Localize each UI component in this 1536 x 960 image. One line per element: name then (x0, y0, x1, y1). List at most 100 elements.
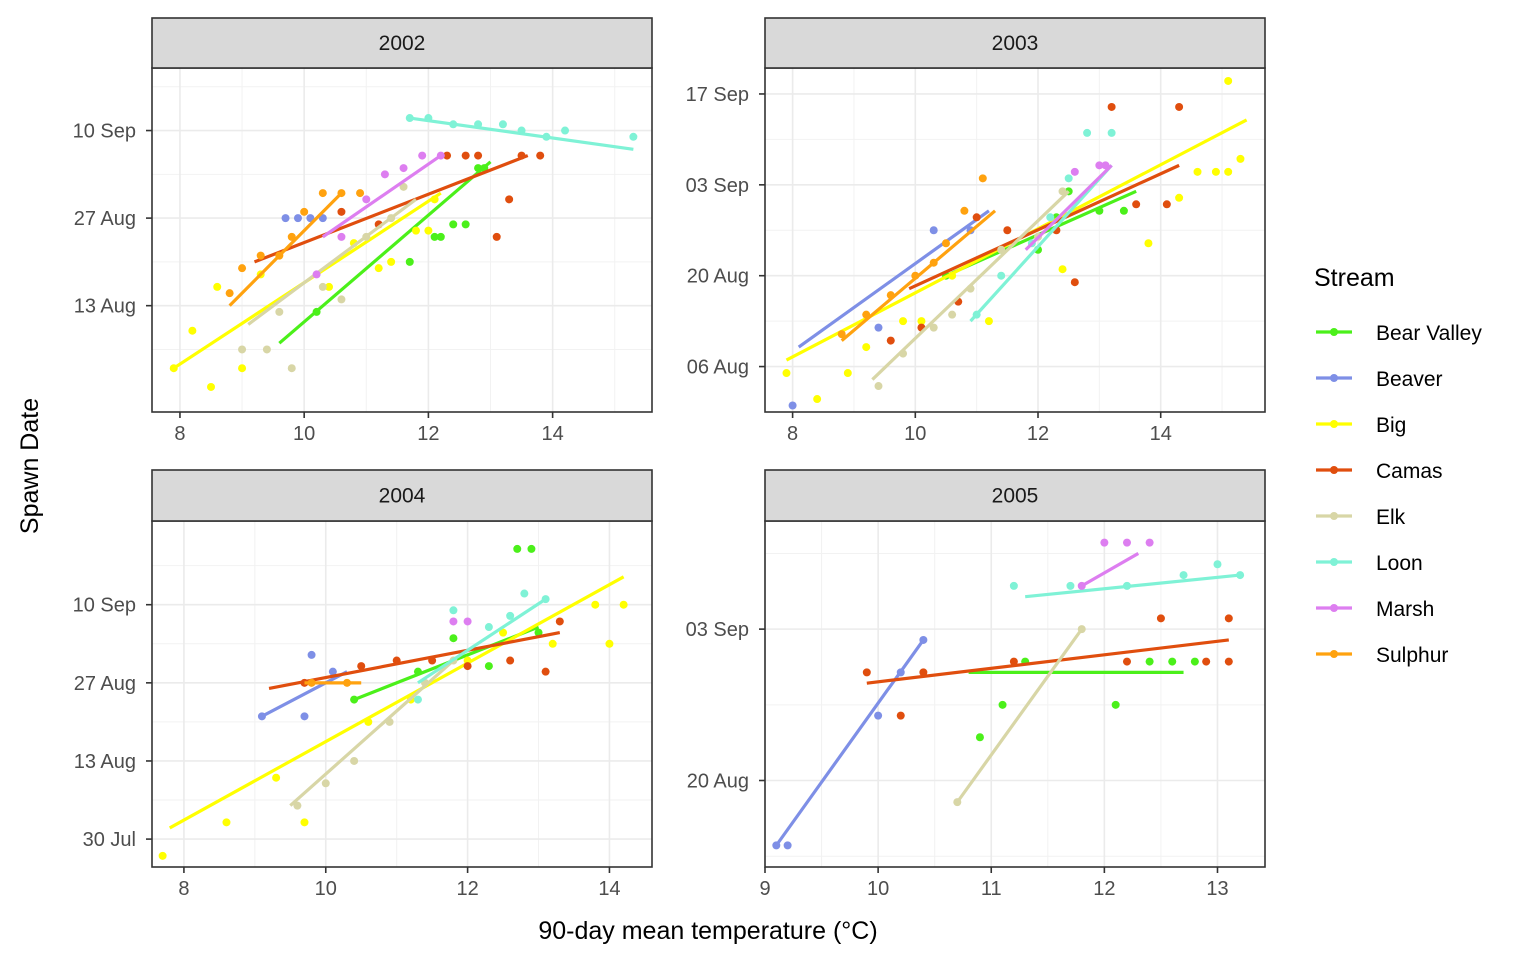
legend-label: Sulphur (1376, 644, 1448, 667)
data-point-beaver (929, 226, 938, 235)
y-axis-title: Spawn Date (16, 398, 44, 534)
legend-label: Bear Valley (1376, 322, 1482, 345)
data-point-camas (1107, 102, 1116, 111)
y-tick-label: 10 Sep (73, 595, 136, 617)
data-point-beaver (300, 712, 309, 721)
facet-strip-label: 2005 (992, 485, 1039, 508)
data-point-camas (1003, 226, 1012, 235)
data-point-big (499, 628, 508, 637)
trend-line-loon (417, 597, 547, 685)
data-point-loon (997, 271, 1006, 280)
data-point-loon (506, 611, 515, 620)
data-point-big (1193, 167, 1202, 176)
panel-background (765, 521, 1265, 867)
data-point-sulphur (300, 207, 309, 216)
x-tick-label: 10 (315, 878, 337, 900)
data-point-bear-valley (1145, 657, 1154, 666)
data-point-marsh (362, 195, 371, 204)
data-point-elk (287, 364, 296, 373)
facet-panel-2003: 2003 8 10 12 14 06 Aug 20 Aug 03 Sep 17 Sep (686, 17, 1266, 445)
data-point-bear-valley (449, 634, 458, 643)
trend-line-marsh (1024, 164, 1113, 251)
data-point-beaver (293, 214, 302, 223)
data-point-camas (972, 213, 981, 222)
data-point-bear-valley (461, 220, 470, 229)
trend-line-bear-valley (278, 160, 492, 345)
data-point-camas (541, 667, 550, 676)
data-point-sulphur (837, 330, 846, 339)
data-point-camas (862, 668, 871, 677)
data-point-loon (1107, 128, 1116, 137)
data-point-loon (413, 695, 422, 704)
data-point-beaver (783, 841, 792, 850)
y-tick-label: 10 Sep (73, 121, 136, 143)
panel-background (152, 68, 652, 412)
data-point-sulphur (238, 264, 247, 273)
data-point-bear-valley (1111, 700, 1120, 709)
trend-line-elk (871, 190, 1070, 381)
legend-key-point (1330, 604, 1338, 612)
legend-key-point (1330, 374, 1338, 382)
data-point-sulphur (978, 174, 987, 183)
data-point-big (1224, 167, 1233, 176)
x-tick-label: 8 (787, 423, 798, 445)
data-point-marsh (1070, 167, 1079, 176)
data-point-big (862, 343, 871, 352)
data-point-bear-valley (1168, 657, 1177, 666)
data-point-marsh (312, 270, 321, 279)
trend-line-beaver (775, 639, 925, 847)
data-point-elk (948, 310, 957, 319)
data-point-sulphur (960, 206, 969, 215)
y-tick-label: 30 Jul (83, 829, 136, 851)
facet-strip (151, 469, 653, 522)
data-point-marsh (1095, 161, 1104, 170)
data-point-bear-valley (527, 544, 536, 553)
legend-key-point (1330, 328, 1338, 336)
y-tick-label: 06 Aug (687, 357, 749, 379)
y-tick-label: 03 Sep (686, 619, 749, 641)
data-point-big (158, 851, 167, 860)
data-point-big (300, 818, 309, 827)
legend-key-point (1330, 420, 1338, 428)
facet-panel-2004: 2004 8 10 12 14 30 Jul 13 Aug 27 Aug 10 Sep (73, 469, 653, 900)
facet-strip-label: 2004 (379, 485, 426, 508)
data-point-camas (1162, 200, 1171, 209)
legend-item-beaver: Beaver (1316, 368, 1443, 391)
data-point-big (899, 317, 908, 326)
data-point-camas (337, 207, 346, 216)
data-point-elk (321, 779, 330, 788)
trend-line-camas (866, 638, 1229, 685)
data-point-bear-valley (405, 257, 414, 266)
legend-key-point (1330, 558, 1338, 566)
data-point-big (1224, 76, 1233, 85)
data-point-big (984, 317, 993, 326)
data-point-big (591, 600, 600, 609)
y-tick-label: 13 Aug (74, 751, 136, 773)
x-tick-label: 9 (759, 878, 770, 900)
data-point-big (1144, 239, 1153, 248)
data-point-big (1211, 167, 1220, 176)
data-point-big (917, 317, 926, 326)
data-layer (782, 76, 1248, 410)
data-point-loon (561, 126, 570, 135)
legend-item-bear-valley: Bear Valley (1316, 322, 1482, 345)
trend-line-loon (1025, 573, 1241, 599)
data-point-elk (238, 345, 247, 354)
trend-line-elk (956, 628, 1084, 804)
facet-panel-2005: 2005 9 10 11 12 13 20 Aug 03 Sep (686, 469, 1266, 900)
data-point-loon (498, 120, 507, 129)
panel-background (152, 521, 652, 867)
trend-line-camas (253, 154, 529, 264)
data-point-loon (520, 589, 529, 598)
data-point-camas (536, 151, 545, 160)
data-point-elk (318, 282, 327, 291)
data-point-marsh (418, 151, 427, 160)
data-point-camas (474, 151, 483, 160)
data-point-camas (1224, 657, 1233, 666)
data-point-big (207, 382, 216, 391)
legend-item-big: Big (1316, 414, 1406, 437)
facet-strip-label: 2003 (992, 32, 1039, 55)
y-tick-label: 20 Aug (687, 266, 749, 288)
data-point-marsh (1122, 538, 1131, 547)
